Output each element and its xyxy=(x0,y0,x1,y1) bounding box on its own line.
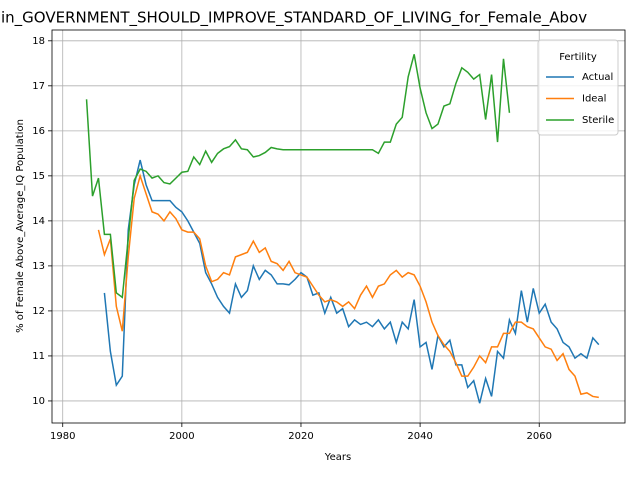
y-tick-label: 12 xyxy=(32,306,45,317)
chart-title: in_GOVERNMENT_SHOULD_IMPROVE_STANDARD_OF… xyxy=(1,9,587,28)
y-tick-label: 11 xyxy=(32,351,45,362)
x-tick-label: 2000 xyxy=(169,431,194,442)
legend-title: Fertility xyxy=(559,52,597,63)
legend-label: Sterile xyxy=(582,115,614,126)
y-tick-label: 18 xyxy=(32,36,45,47)
legend-label: Actual xyxy=(582,72,613,83)
legend-box xyxy=(537,39,619,136)
x-tick-label: 1980 xyxy=(50,431,75,442)
x-tick-label: 2020 xyxy=(288,431,313,442)
x-axis-label: Years xyxy=(324,452,351,463)
line xyxy=(97,173,599,399)
line xyxy=(103,159,600,404)
y-axis-label: % of Female Above_Average_IQ Population xyxy=(15,119,26,333)
y-tick-label: 13 xyxy=(32,261,45,272)
plot-frame xyxy=(51,29,626,424)
y-tick-label: 16 xyxy=(32,126,45,137)
y-tick-label: 10 xyxy=(32,396,45,407)
x-tick-label: 2060 xyxy=(527,431,552,442)
y-tick-label: 14 xyxy=(32,216,45,227)
x-tick-label: 2040 xyxy=(407,431,432,442)
y-tick-label: 15 xyxy=(32,171,45,182)
line xyxy=(85,54,511,299)
y-tick-label: 17 xyxy=(32,81,45,92)
legend-label: Ideal xyxy=(582,94,606,105)
